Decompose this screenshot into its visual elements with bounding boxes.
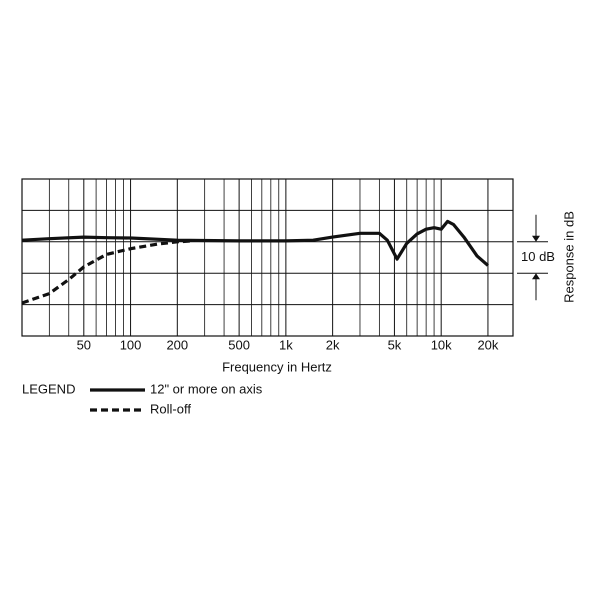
plot-frame bbox=[21, 178, 514, 337]
x-tick-label: 5k bbox=[388, 337, 402, 352]
legend-label: Roll-off bbox=[150, 401, 191, 416]
x-tick-label: 1k bbox=[279, 337, 293, 352]
x-tick-label: 2k bbox=[326, 337, 340, 352]
y-axis-label: Response in dB bbox=[561, 211, 576, 303]
x-tick-label: 50 bbox=[77, 337, 91, 352]
series-line bbox=[21, 219, 489, 267]
x-tick-label: 10k bbox=[431, 337, 452, 352]
x-tick-label: 200 bbox=[166, 337, 188, 352]
legend-title: LEGEND bbox=[22, 381, 75, 396]
x-tick-label: 20k bbox=[477, 337, 498, 352]
x-axis-label: Frequency in Hertz bbox=[222, 359, 332, 374]
x-tick-label: 100 bbox=[120, 337, 142, 352]
series-line bbox=[21, 239, 193, 305]
scale-bar-label: 10 dB bbox=[521, 249, 555, 264]
x-tick-label: 500 bbox=[228, 337, 250, 352]
scale-arrowhead bbox=[532, 273, 540, 280]
legend-label: 12" or more on axis bbox=[150, 381, 263, 396]
scale-arrowhead bbox=[532, 235, 540, 242]
